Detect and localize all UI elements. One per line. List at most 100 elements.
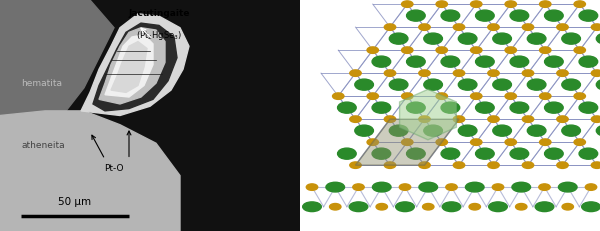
Ellipse shape [559, 182, 577, 192]
Ellipse shape [505, 1, 517, 7]
Ellipse shape [488, 116, 499, 122]
Ellipse shape [522, 162, 534, 168]
Ellipse shape [454, 70, 465, 76]
Ellipse shape [527, 33, 546, 44]
Ellipse shape [419, 162, 430, 168]
Text: (Pt$_2$HgSe$_3$): (Pt$_2$HgSe$_3$) [136, 29, 182, 42]
Ellipse shape [579, 56, 598, 67]
Ellipse shape [436, 93, 448, 99]
Ellipse shape [454, 116, 465, 122]
Ellipse shape [436, 1, 448, 7]
Ellipse shape [419, 70, 430, 76]
Ellipse shape [562, 79, 580, 90]
Polygon shape [400, 89, 457, 140]
Ellipse shape [424, 33, 442, 44]
Ellipse shape [441, 56, 460, 67]
Ellipse shape [424, 79, 442, 90]
Ellipse shape [488, 202, 508, 212]
Ellipse shape [539, 1, 551, 7]
Ellipse shape [476, 10, 494, 21]
Ellipse shape [373, 182, 391, 192]
Ellipse shape [596, 79, 600, 90]
Ellipse shape [422, 204, 434, 210]
Ellipse shape [400, 184, 410, 190]
Ellipse shape [574, 1, 586, 7]
Ellipse shape [385, 116, 396, 122]
Ellipse shape [493, 33, 511, 44]
Ellipse shape [407, 102, 425, 113]
Polygon shape [111, 42, 147, 92]
Ellipse shape [401, 93, 413, 99]
Ellipse shape [419, 182, 437, 192]
Text: 50 μm: 50 μm [58, 197, 92, 207]
Ellipse shape [488, 162, 499, 168]
Ellipse shape [562, 125, 580, 136]
Ellipse shape [470, 47, 482, 53]
Ellipse shape [303, 202, 322, 212]
Ellipse shape [579, 102, 598, 113]
Ellipse shape [510, 148, 529, 159]
Ellipse shape [436, 139, 448, 145]
Ellipse shape [488, 70, 499, 76]
Ellipse shape [353, 184, 364, 190]
Ellipse shape [522, 116, 534, 122]
Ellipse shape [505, 139, 517, 145]
Ellipse shape [596, 33, 600, 44]
Ellipse shape [367, 47, 379, 53]
Ellipse shape [545, 102, 563, 113]
Ellipse shape [470, 139, 482, 145]
Ellipse shape [545, 56, 563, 67]
Ellipse shape [545, 10, 563, 21]
Ellipse shape [574, 139, 586, 145]
Ellipse shape [562, 204, 574, 210]
Ellipse shape [510, 56, 529, 67]
Ellipse shape [579, 148, 598, 159]
Ellipse shape [326, 182, 344, 192]
Ellipse shape [527, 79, 546, 90]
Ellipse shape [389, 125, 408, 136]
Ellipse shape [522, 70, 534, 76]
Polygon shape [0, 0, 114, 134]
Ellipse shape [579, 10, 598, 21]
Ellipse shape [586, 184, 597, 190]
Ellipse shape [557, 70, 568, 76]
Ellipse shape [557, 162, 568, 168]
Ellipse shape [372, 148, 391, 159]
Ellipse shape [441, 10, 460, 21]
Ellipse shape [539, 93, 551, 99]
Ellipse shape [522, 24, 534, 30]
Ellipse shape [401, 47, 413, 53]
Ellipse shape [488, 24, 499, 30]
Ellipse shape [527, 125, 546, 136]
Ellipse shape [458, 33, 477, 44]
Ellipse shape [401, 1, 413, 7]
Ellipse shape [470, 93, 482, 99]
Text: Jacutingaite: Jacutingaite [128, 9, 190, 18]
Ellipse shape [367, 139, 379, 145]
Ellipse shape [592, 24, 600, 30]
Ellipse shape [385, 24, 396, 30]
Ellipse shape [557, 24, 568, 30]
Text: Pt-O: Pt-O [104, 164, 124, 173]
Ellipse shape [454, 162, 465, 168]
Ellipse shape [539, 47, 551, 53]
Ellipse shape [372, 102, 391, 113]
Ellipse shape [350, 162, 361, 168]
Ellipse shape [476, 148, 494, 159]
Ellipse shape [332, 93, 344, 99]
Ellipse shape [539, 139, 551, 145]
Ellipse shape [557, 116, 568, 122]
Ellipse shape [446, 184, 457, 190]
Polygon shape [105, 35, 153, 97]
Ellipse shape [592, 70, 600, 76]
Ellipse shape [385, 162, 396, 168]
Ellipse shape [545, 148, 563, 159]
Text: atheneita: atheneita [21, 141, 65, 150]
Ellipse shape [510, 10, 529, 21]
Ellipse shape [510, 102, 529, 113]
Ellipse shape [512, 182, 530, 192]
Ellipse shape [442, 202, 461, 212]
Ellipse shape [436, 47, 448, 53]
Ellipse shape [493, 184, 504, 190]
Ellipse shape [376, 204, 388, 210]
